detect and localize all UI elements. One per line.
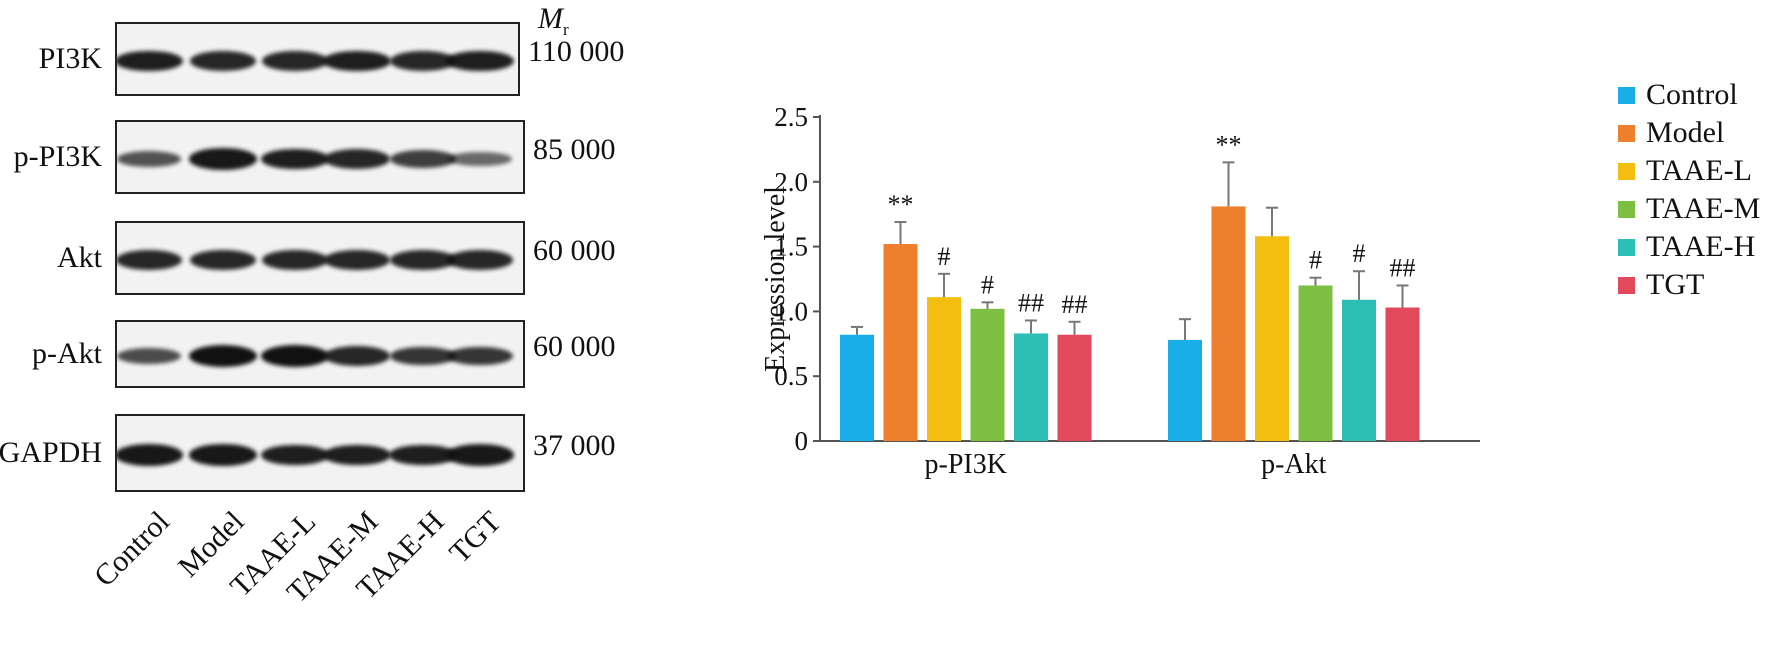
blot-strip <box>115 120 525 194</box>
legend-swatch <box>1618 125 1635 142</box>
molecular-weight-label: 60 000 <box>533 234 616 267</box>
mr-header: Mr <box>538 2 569 39</box>
legend-swatch <box>1618 201 1635 218</box>
blot-band <box>189 345 257 367</box>
blot-band <box>390 150 456 168</box>
blot-row-label: Akt <box>57 241 102 274</box>
y-tick-label: 0 <box>795 426 809 456</box>
molecular-weight-label: 60 000 <box>533 330 616 363</box>
legend-swatch <box>1618 87 1635 104</box>
blot-band <box>261 444 329 466</box>
blot-band <box>446 50 514 72</box>
x-category-label: p-PI3K <box>925 449 1007 480</box>
y-tick-label: 2.5 <box>774 102 808 132</box>
bar-taae-h-p-akt <box>1342 299 1376 441</box>
lane-label: Control <box>88 504 177 594</box>
significance-label: # <box>938 242 951 271</box>
blot-band <box>323 346 391 366</box>
legend-label: TAAE-L <box>1646 154 1752 187</box>
molecular-weight-label: 37 000 <box>533 429 616 462</box>
legend-label: Model <box>1646 116 1725 149</box>
y-tick-label: 2.0 <box>774 167 808 197</box>
blot-band <box>323 149 391 169</box>
significance-label: ## <box>1018 288 1044 317</box>
bar-control-p-pi3k <box>840 334 874 441</box>
blot-band <box>323 444 391 466</box>
blot-band <box>189 148 257 170</box>
legend-swatch <box>1618 239 1635 256</box>
blot-row-label: p-Akt <box>32 337 102 370</box>
bar-model-p-pi3k <box>883 244 918 441</box>
blot-strip <box>115 414 525 492</box>
bar-taae-m-p-pi3k <box>970 308 1005 441</box>
legend-label: TAAE-M <box>1646 192 1761 225</box>
blot-band <box>390 346 456 366</box>
blot-band <box>189 51 257 71</box>
blot-band <box>117 347 182 365</box>
blot-band <box>261 148 329 170</box>
blot-band <box>447 346 513 366</box>
significance-label: ## <box>1062 290 1088 319</box>
blot-band <box>446 444 514 466</box>
bar-taae-h-p-pi3k <box>1014 333 1048 441</box>
blot-band <box>117 444 183 466</box>
significance-label: # <box>1353 239 1366 268</box>
bar-taae-l-p-pi3k <box>927 297 961 441</box>
western-blot-panel: Mr PI3K 110 000 p-PI3K 85 000 Akt 60 000 p-Akt… <box>0 0 760 669</box>
blot-band <box>323 50 391 72</box>
legend-label: Control <box>1646 78 1738 111</box>
significance-label: ** <box>888 190 914 219</box>
y-tick-label: 1.0 <box>774 296 808 326</box>
y-tick-label: 0.5 <box>774 361 808 391</box>
blot-row-label: PI3K <box>38 42 102 75</box>
blot-band <box>117 250 183 270</box>
molecular-weight-label: 85 000 <box>533 133 616 166</box>
bar-chart-panel: 0 0.5 1.0 1.5 2.0 2.5 Expression level ** # # ## ##… <box>760 0 1768 669</box>
blot-band <box>448 152 512 166</box>
legend-label: TAAE-H <box>1646 230 1756 263</box>
y-tick-label: 1.5 <box>774 232 808 262</box>
blot-band <box>389 51 457 71</box>
lane-label: TGT <box>442 504 508 570</box>
blot-row-label: GAPDH <box>0 436 102 469</box>
bar-model-p-akt <box>1211 206 1246 441</box>
blot-band <box>189 250 257 270</box>
blot-band <box>389 444 457 466</box>
blot-strip <box>115 22 520 96</box>
blot-band <box>323 250 391 270</box>
x-category-label: p-Akt <box>1261 449 1327 480</box>
legend-swatch <box>1618 163 1635 180</box>
legend-label: TGT <box>1646 268 1705 301</box>
blot-row-label: p-PI3K <box>13 140 102 173</box>
blot-band <box>446 250 514 270</box>
blot-band <box>261 345 329 367</box>
blot-strip <box>115 320 525 388</box>
significance-label: ## <box>1390 253 1416 282</box>
blot-band <box>261 250 329 270</box>
bar-tgt-p-akt <box>1385 307 1420 441</box>
blot-band <box>389 250 457 270</box>
blot-band <box>117 50 183 72</box>
bar-tgt-p-pi3k <box>1057 334 1092 441</box>
blot-band <box>189 444 257 466</box>
legend-swatch <box>1618 277 1635 294</box>
blot-strip <box>115 221 525 295</box>
bar-taae-l-p-akt <box>1255 236 1289 441</box>
significance-label: # <box>981 270 994 299</box>
bar-control-p-akt <box>1168 339 1202 441</box>
molecular-weight-label: 110 000 <box>528 35 625 68</box>
bar-taae-m-p-akt <box>1298 285 1333 441</box>
blot-band <box>261 51 329 71</box>
blot-band <box>117 151 182 167</box>
significance-label: # <box>1309 246 1322 275</box>
y-axis-title: Expression level <box>760 186 791 372</box>
significance-label: ** <box>1216 130 1242 159</box>
